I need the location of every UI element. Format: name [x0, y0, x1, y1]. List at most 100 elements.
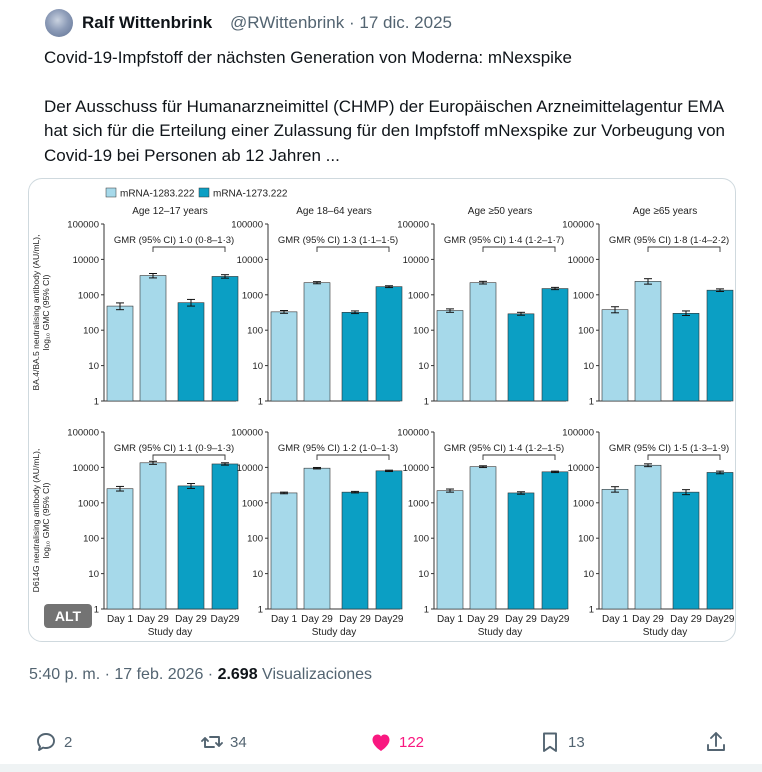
reply-button[interactable]: 2 — [34, 730, 72, 754]
gmr-bracket — [316, 454, 390, 460]
bar — [375, 470, 403, 610]
gmr-label: GMR (95% CI) 1·4 (1·2–1·5) — [444, 443, 564, 454]
repost-count: 34 — [230, 733, 247, 751]
y-tick-label: 1000 — [408, 290, 429, 301]
x-tick-label: Day 1 — [602, 614, 629, 625]
bar — [341, 491, 369, 610]
y-tick-label: 100 — [578, 534, 594, 545]
x-tick-label: Day 29 — [670, 614, 702, 625]
bookmark-icon — [543, 732, 557, 752]
x-tick-label: Day 29 — [505, 614, 537, 625]
avatar[interactable] — [45, 9, 73, 37]
like-button[interactable]: 122 — [369, 730, 424, 754]
bar — [211, 463, 239, 610]
y-tick-label: 100000 — [562, 428, 594, 439]
tweet-timestamp[interactable]: 5:40 p. m. · 17 feb. 2026 · — [29, 666, 218, 683]
y-tick-label: 100 — [247, 534, 263, 545]
bar — [341, 312, 369, 402]
panel-title: Age 12–17 years — [132, 206, 208, 217]
bar — [672, 491, 700, 610]
repost-icon — [201, 736, 223, 748]
bar — [270, 311, 298, 402]
tweet-body: Der Ausschuss für Humanarzneimittel (CHM… — [44, 96, 726, 165]
x-tick-label: Day 29 — [467, 614, 499, 625]
panel-title: Age 18–64 years — [296, 206, 372, 217]
x-axis-label: Study day — [148, 627, 192, 638]
y-tick-label: 100 — [413, 326, 429, 337]
y-tick-label: 100000 — [397, 428, 429, 439]
gmr-bracket — [152, 246, 226, 252]
gmr-bracket — [647, 246, 721, 252]
gmr-bracket — [482, 246, 556, 252]
panel-title: Age ≥65 years — [633, 206, 697, 217]
gmr-bracket — [647, 454, 721, 460]
share-button[interactable] — [704, 730, 734, 754]
bar — [469, 466, 497, 610]
reply-count: 2 — [64, 733, 73, 751]
y-tick-label: 10000 — [568, 463, 594, 474]
bar — [106, 305, 134, 402]
y-tick-label: 100000 — [67, 220, 99, 231]
bar — [303, 467, 331, 610]
bar — [139, 462, 167, 610]
y-tick-label: 10 — [88, 569, 99, 580]
antibody-chart: mRNA-1283.222 mRNA-1273.222 BA.4/BA.5 neut… — [31, 187, 735, 638]
reply-icon — [37, 733, 55, 751]
y-tick-label: 100 — [83, 534, 99, 545]
tweet-text: Covid-19-Impfstoff der nächsten Generati… — [44, 46, 744, 168]
x-axis-label: Study day — [478, 627, 522, 638]
y-tick-label: 100000 — [231, 428, 263, 439]
y-tick-label: 1 — [258, 605, 263, 616]
y-tick-label: 10000 — [403, 463, 429, 474]
bar — [177, 302, 205, 402]
bar — [303, 282, 331, 402]
bar — [469, 282, 497, 402]
y-tick-label: 1000 — [78, 290, 99, 301]
legend-swatch-1 — [105, 187, 117, 198]
legend-label-1: mRNA-1283.222 — [120, 189, 195, 200]
alt-badge[interactable]: ALT — [44, 604, 92, 628]
y-tick-label: 100000 — [231, 220, 263, 231]
y-axis-label2-row2: log₁₀ GMC (95% CI) — [41, 482, 51, 558]
y-tick-label: 10000 — [403, 255, 429, 266]
x-tick-label: Day29 — [541, 614, 570, 625]
bottom-bar — [0, 764, 762, 772]
author-handle-date[interactable]: @RWittenbrink · 17 dic. 2025 — [230, 13, 452, 32]
gmr-label: GMR (95% CI) 1·8 (1·4–2·2) — [609, 235, 729, 246]
x-tick-label: Day 1 — [437, 614, 464, 625]
bar — [541, 471, 569, 610]
tweet-meta: 5:40 p. m. · 17 feb. 2026 · 2.698 Visual… — [29, 666, 372, 684]
y-tick-label: 10000 — [237, 255, 263, 266]
y-tick-label: 10000 — [73, 255, 99, 266]
bar — [706, 289, 734, 402]
bar — [634, 281, 662, 402]
x-tick-label: Day 29 — [301, 614, 333, 625]
y-tick-label: 100 — [247, 326, 263, 337]
x-tick-label: Day 29 — [339, 614, 371, 625]
x-tick-label: Day29 — [706, 614, 735, 625]
gmr-bracket — [152, 454, 226, 460]
y-tick-label: 100 — [578, 326, 594, 337]
y-tick-label: 10000 — [73, 463, 99, 474]
repost-button[interactable]: 34 — [200, 730, 247, 754]
author-name[interactable]: Ralf Wittenbrink — [82, 13, 213, 32]
bar — [601, 309, 629, 402]
y-tick-label: 1 — [589, 605, 594, 616]
y-tick-label: 1000 — [242, 498, 263, 509]
y-tick-label: 1000 — [408, 498, 429, 509]
y-tick-label: 100 — [83, 326, 99, 337]
y-tick-label: 10 — [88, 361, 99, 372]
legend-swatch-2 — [198, 187, 210, 198]
y-tick-label: 1 — [424, 605, 429, 616]
y-tick-label: 1 — [258, 397, 263, 408]
bookmark-button[interactable]: 13 — [538, 730, 585, 754]
bar — [177, 485, 205, 610]
y-tick-label: 100000 — [67, 428, 99, 439]
gmr-bracket — [316, 246, 390, 252]
y-tick-label: 10 — [583, 569, 594, 580]
views-label: Visualizaciones — [257, 666, 373, 683]
x-tick-label: Day 29 — [175, 614, 207, 625]
like-count: 122 — [399, 733, 425, 751]
bar — [436, 310, 464, 402]
tweet-media-image[interactable]: mRNA-1283.222 mRNA-1273.222 BA.4/BA.5 neut… — [28, 178, 736, 642]
